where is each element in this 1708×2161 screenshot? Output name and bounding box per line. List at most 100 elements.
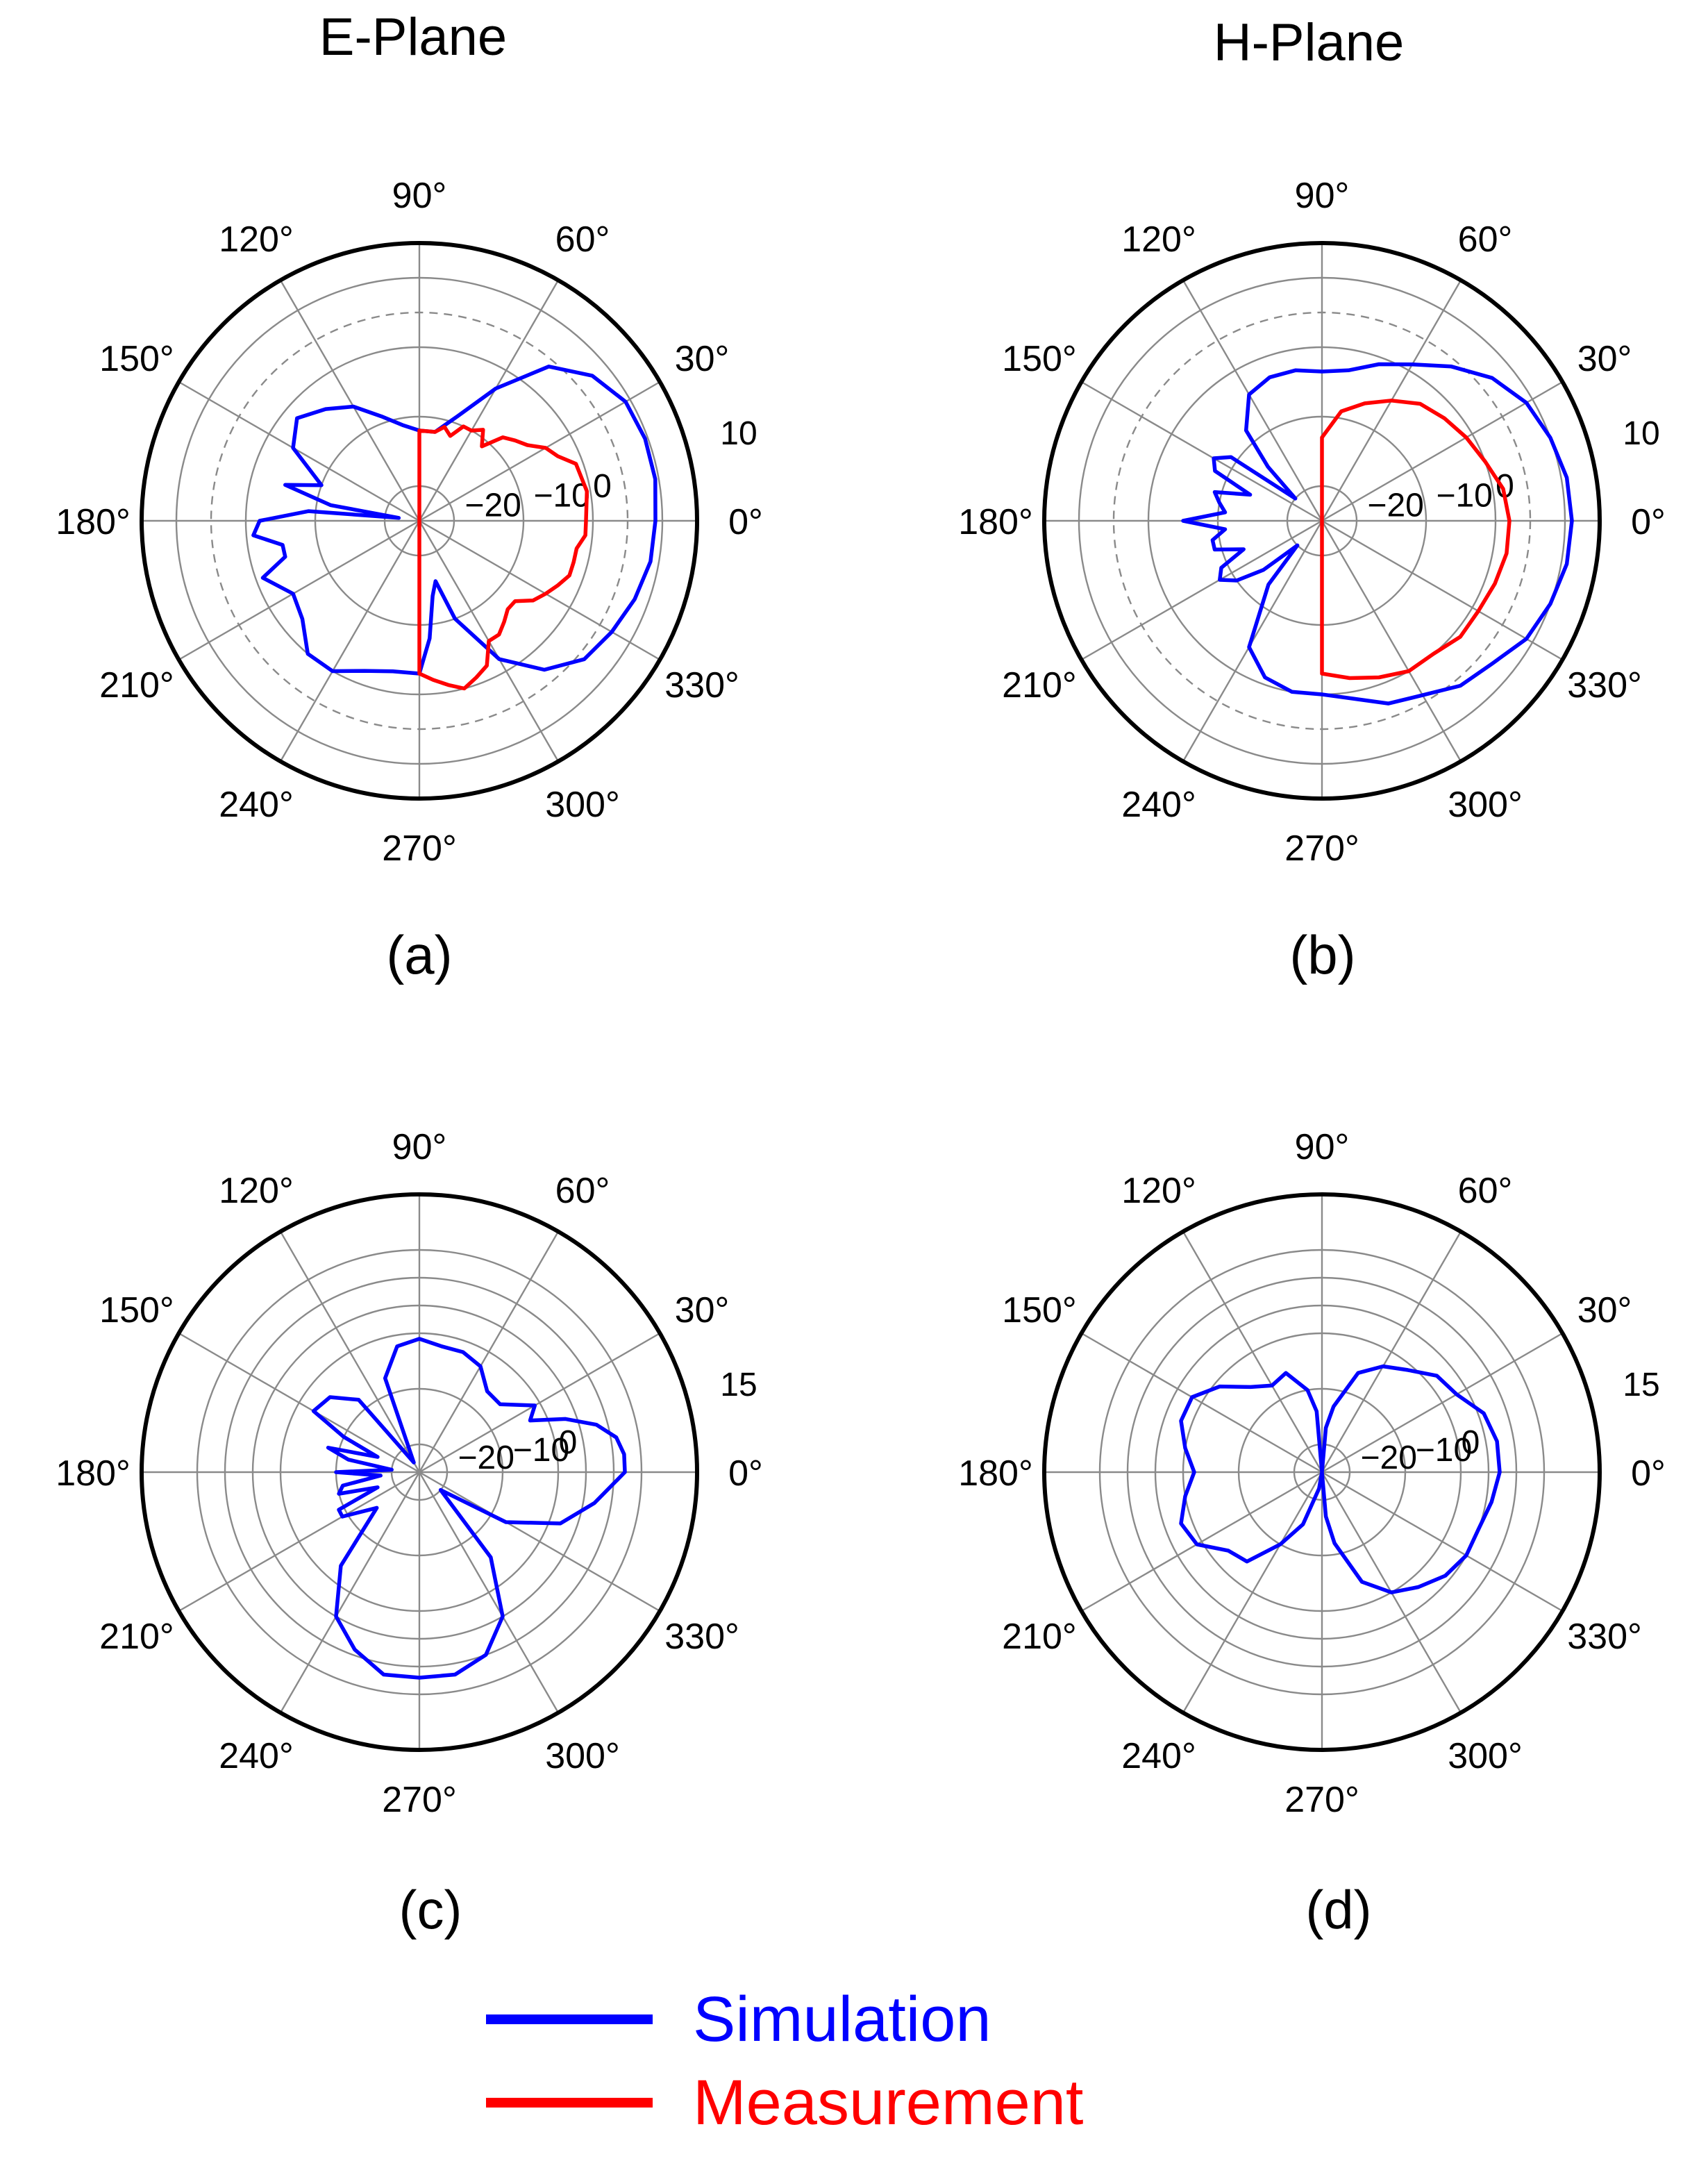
r-tick-label: −10: [513, 1432, 569, 1469]
spoke-150: [1080, 381, 1323, 522]
theta-tick-label: 90°: [392, 176, 447, 216]
theta-tick-label: 150°: [99, 339, 174, 379]
ring: [1154, 1304, 1490, 1640]
spoke-330: [419, 519, 661, 661]
theta-tick-label: 60°: [555, 219, 610, 260]
panel-label-c: (c): [399, 1879, 462, 1940]
theta-tick-label: 90°: [392, 1127, 447, 1167]
series-measurement-line: [1320, 399, 1512, 681]
spoke-330: [1321, 519, 1564, 661]
series-simulation-line: [1179, 1364, 1502, 1594]
spoke-240: [279, 520, 421, 762]
theta-tick-label: 270°: [1284, 1780, 1359, 1820]
r-tick-label: 15: [1623, 1367, 1659, 1403]
legend-line-simulation: [486, 2014, 653, 2024]
theta-tick-label: 30°: [675, 1290, 730, 1330]
legend-label-simulation: Simulation: [693, 1983, 991, 2055]
spoke-210: [178, 519, 420, 661]
r-tick-label: 15: [720, 1367, 757, 1403]
theta-tick-label: 210°: [1002, 1617, 1077, 1657]
spoke-120: [279, 279, 421, 522]
ring: [251, 1304, 587, 1640]
theta-tick-label: 240°: [1121, 785, 1196, 825]
polar-chart-c: 0° 30° 60° 90° 120° 150° 180° 210° 240° 270° 300° 3…: [56, 1127, 763, 1820]
spoke-150: [178, 381, 420, 522]
theta-tick-label: 150°: [1002, 339, 1077, 379]
theta-tick-label: 210°: [99, 1617, 174, 1657]
theta-tick-label: 180°: [958, 1453, 1033, 1494]
theta-tick-label: 300°: [545, 785, 620, 825]
theta-tick-label: 30°: [1577, 1290, 1632, 1330]
series-simulation-line: [251, 365, 658, 676]
theta-tick-label: 150°: [99, 1290, 174, 1330]
legend-item-simulation: Simulation: [486, 1978, 1083, 2061]
polar-chart-b: 0° 30° 60° 90° 120° 150° 180° 210° 240° 270° 300° 3…: [958, 176, 1666, 869]
h-plane-title: H-Plane: [1213, 13, 1405, 72]
theta-tick-label: 120°: [1121, 1171, 1196, 1211]
theta-tick-label: 180°: [958, 502, 1033, 542]
ring: [1126, 1276, 1518, 1668]
spoke-30: [419, 381, 661, 522]
legend-label-measurement: Measurement: [693, 2067, 1084, 2138]
theta-tick-label: 90°: [1295, 1127, 1350, 1167]
theta-tick-label: 240°: [1121, 1736, 1196, 1776]
legend-line-measurement: [486, 2098, 653, 2108]
theta-tick-label: 60°: [1458, 1171, 1513, 1211]
theta-tick-label: 180°: [56, 502, 131, 542]
polar-chart-a: 0° 30° 60° 90° 120° 150° 180° 210° 240° 270° 300° 3…: [56, 176, 763, 869]
ring: [390, 1443, 449, 1501]
r-tick-label: −10: [533, 478, 589, 515]
theta-tick-label: 150°: [1002, 1290, 1077, 1330]
theta-tick-label: 210°: [1002, 665, 1077, 706]
r-tick-label: −20: [1367, 487, 1423, 524]
spoke-60: [418, 279, 560, 522]
theta-tick-label: 240°: [219, 1736, 294, 1776]
legend: Simulation Measurement: [486, 1978, 1083, 2144]
theta-tick-label: 0°: [1631, 1453, 1666, 1494]
theta-tick-label: 300°: [545, 1736, 620, 1776]
theta-tick-label: 330°: [1567, 665, 1642, 706]
r-tick-label: −20: [1361, 1440, 1417, 1476]
theta-tick-label: 270°: [1284, 828, 1359, 869]
polar-chart-d: 0° 30° 60° 90° 120° 150° 180° 210° 240° 270° 300° 3…: [958, 1127, 1666, 1820]
series-measurement-line: [417, 424, 589, 691]
r-tick-label: −20: [458, 1440, 514, 1476]
r-tick-label: −10: [1436, 478, 1492, 515]
theta-tick-label: 120°: [1121, 219, 1196, 260]
panel-label-d: (d): [1305, 1879, 1372, 1940]
theta-tick-label: 270°: [382, 828, 457, 869]
ring-dashed: [1112, 311, 1532, 731]
theta-tick-label: 330°: [664, 665, 739, 706]
ring: [1182, 1332, 1462, 1612]
e-plane-title: E-Plane: [319, 8, 508, 67]
theta-tick-label: 60°: [555, 1171, 610, 1211]
ring-dashed: [210, 311, 629, 731]
r-tick-label: −20: [464, 487, 521, 524]
theta-tick-label: 240°: [219, 785, 294, 825]
theta-tick-label: 210°: [99, 665, 174, 706]
r-tick-label: −10: [1416, 1432, 1472, 1469]
theta-tick-label: 300°: [1448, 1736, 1523, 1776]
theta-tick-label: 0°: [1631, 502, 1666, 542]
outer-ring: [140, 241, 699, 801]
theta-tick-label: 120°: [219, 1171, 294, 1211]
outer-ring: [140, 1192, 699, 1752]
ring: [1293, 1443, 1351, 1501]
theta-tick-label: 300°: [1448, 785, 1523, 825]
outer-ring: [1042, 241, 1602, 801]
ring: [1237, 1387, 1407, 1557]
theta-tick-label: 60°: [1458, 219, 1513, 260]
theta-tick-label: 180°: [56, 1453, 131, 1494]
spoke-30: [1321, 381, 1564, 522]
theta-tick-label: 30°: [1577, 339, 1632, 379]
panel-label-a: (a): [386, 924, 453, 985]
r-tick-label: 10: [1623, 415, 1659, 452]
theta-tick-label: 0°: [728, 502, 763, 542]
spoke-300: [1321, 520, 1462, 762]
ring: [224, 1276, 615, 1668]
theta-tick-label: 330°: [1567, 1617, 1642, 1657]
ring: [1078, 276, 1566, 765]
legend-item-measurement: Measurement: [486, 2061, 1083, 2144]
series-simulation-line: [311, 1337, 627, 1680]
theta-tick-label: 0°: [728, 1453, 763, 1494]
